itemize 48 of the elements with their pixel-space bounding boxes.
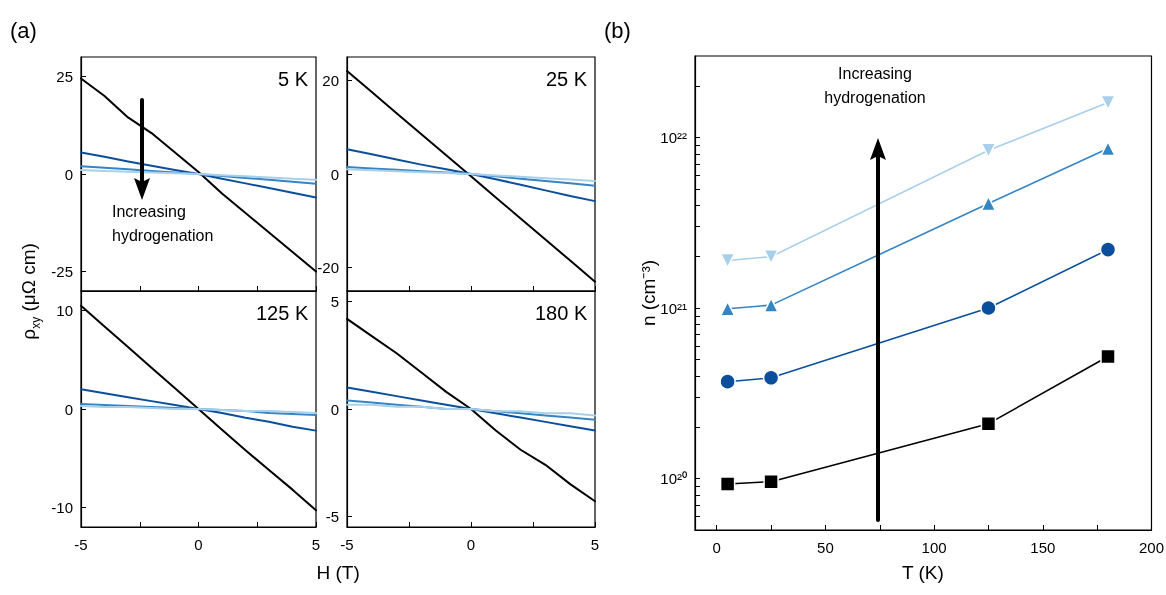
y-tick-label: 10²¹ — [660, 299, 687, 317]
y-tick-label: 10²² — [660, 128, 687, 146]
point — [1100, 348, 1116, 365]
x-axis-title: T (K) — [902, 562, 944, 584]
x-tick-label: 200 — [1138, 539, 1164, 556]
point — [719, 476, 736, 492]
point — [763, 473, 779, 490]
y-tick-label: 0 — [330, 400, 339, 418]
annotation: 25 K — [546, 68, 588, 91]
x-tick-label: 0 — [466, 536, 476, 553]
x-tick-label: 5 — [590, 536, 600, 553]
y-tick-label: 5 — [330, 293, 339, 311]
point — [719, 301, 736, 317]
annotation: Increasing hydrogenation — [112, 202, 215, 246]
y-axis-title: n (cm⁻³) — [637, 259, 661, 327]
line-series — [80, 151, 317, 199]
x-tick-label: 0 — [194, 536, 203, 553]
y-tick-label: -10 — [51, 498, 73, 516]
x-tick-label: 5 — [311, 536, 321, 553]
y-tick-label: 0 — [64, 400, 73, 418]
annotation: 125 K — [256, 302, 309, 325]
y-tick-label: 10 — [56, 302, 73, 320]
x-tick-label: 0 — [712, 539, 721, 556]
y-tick-label: 0 — [330, 165, 339, 183]
annotation: 180 K — [535, 302, 588, 325]
y-tick-label: 0 — [64, 165, 73, 183]
y-tick-label: 20 — [322, 71, 339, 89]
line-series — [80, 388, 317, 432]
y-tick-label: 25 — [56, 68, 73, 85]
x-tick-label: 50 — [817, 539, 834, 556]
x-axis-title: H (T) — [316, 562, 360, 584]
point — [762, 369, 780, 387]
chart-title: (b) — [604, 18, 631, 44]
point — [980, 415, 997, 432]
line-series — [346, 386, 596, 432]
y-tick-label: 10²⁰ — [660, 470, 687, 488]
y-tick-label: -25 — [51, 263, 73, 280]
point — [1099, 241, 1117, 258]
x-tick-label: 100 — [921, 539, 947, 556]
annotation: Increasing hydrogenation — [823, 64, 927, 108]
annotation: 5 K — [278, 68, 309, 91]
chart-title: (a) — [10, 18, 37, 44]
point — [719, 373, 736, 390]
y-tick-label: -5 — [325, 507, 339, 525]
line-series — [346, 148, 596, 203]
x-tick-label: 150 — [1030, 539, 1056, 556]
point — [980, 299, 997, 317]
y-tick-label: -20 — [317, 259, 339, 277]
